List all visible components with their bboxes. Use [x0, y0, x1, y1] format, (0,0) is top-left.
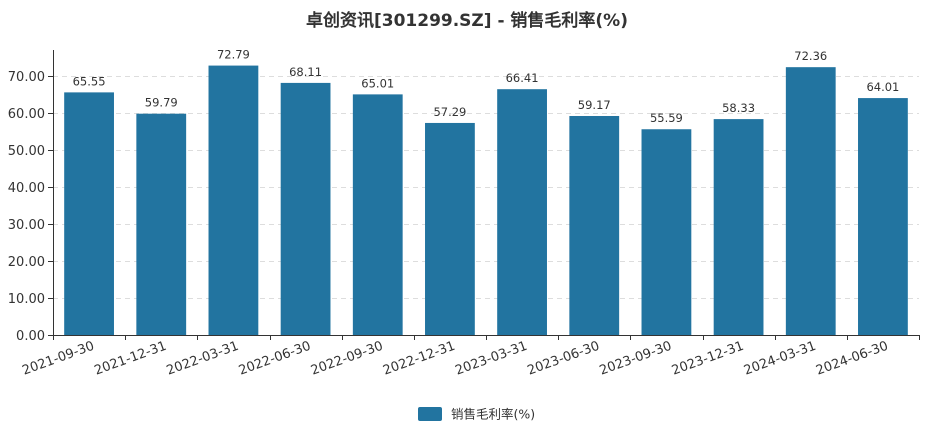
legend-swatch [418, 407, 442, 421]
data-label: 64.01 [866, 80, 899, 94]
bar[interactable] [208, 65, 259, 336]
chart-title: 卓创资讯[301299.SZ] - 销售毛利率(%) [306, 10, 628, 31]
bar[interactable] [569, 115, 620, 335]
x-tick-label: 2023-09-30 [598, 339, 674, 379]
bar[interactable] [280, 82, 331, 336]
x-tick-label: 2022-06-30 [237, 339, 313, 379]
bar[interactable] [497, 89, 547, 336]
data-label: 72.36 [794, 49, 827, 63]
x-tick-label: 2022-12-31 [381, 339, 457, 379]
bar[interactable] [64, 92, 114, 335]
x-tick-label: 2023-06-30 [525, 339, 601, 379]
legend-label: 销售毛利率(%) [451, 407, 535, 422]
bar[interactable] [425, 122, 475, 335]
x-tick-label: 2021-09-30 [20, 339, 96, 379]
bar[interactable] [136, 113, 187, 336]
data-label: 59.79 [145, 96, 178, 110]
data-label: 66.41 [506, 71, 539, 85]
bar[interactable] [785, 67, 836, 336]
bar[interactable] [713, 119, 764, 336]
data-label: 57.29 [433, 105, 466, 119]
legend[interactable]: 销售毛利率(%) [418, 407, 535, 422]
x-tick-label: 2022-09-30 [309, 339, 385, 379]
x-tick-label: 2023-03-31 [453, 339, 529, 379]
y-tick-label: 40.00 [8, 181, 45, 196]
y-tick-label: 20.00 [8, 255, 45, 270]
data-label: 55.59 [650, 111, 683, 125]
y-tick-label: 30.00 [8, 218, 45, 233]
data-label: 59.17 [578, 98, 611, 112]
bar-layer [64, 65, 908, 336]
x-tick-label: 2024-03-31 [742, 339, 818, 379]
bar[interactable] [352, 94, 403, 335]
data-label: 58.33 [722, 101, 755, 115]
data-label: 72.79 [217, 48, 250, 62]
y-tick-label: 70.00 [8, 70, 45, 85]
y-tick-label: 0.00 [16, 329, 45, 344]
y-tick-label: 50.00 [8, 144, 45, 159]
x-tick-label: 2023-12-31 [670, 339, 746, 379]
x-tick-label: 2021-12-31 [92, 339, 168, 379]
data-label: 65.55 [73, 74, 106, 88]
bar[interactable] [858, 98, 908, 336]
bar[interactable] [641, 129, 692, 335]
y-tick-label: 10.00 [8, 292, 45, 307]
data-label: 65.01 [361, 76, 394, 90]
axis-layer [48, 50, 920, 340]
data-label: 68.11 [289, 65, 322, 79]
x-tick-label: 2022-03-31 [165, 339, 241, 379]
grid-layer [53, 76, 919, 299]
y-tick-label: 60.00 [8, 107, 45, 122]
x-tick-label: 2024-06-30 [814, 339, 890, 379]
